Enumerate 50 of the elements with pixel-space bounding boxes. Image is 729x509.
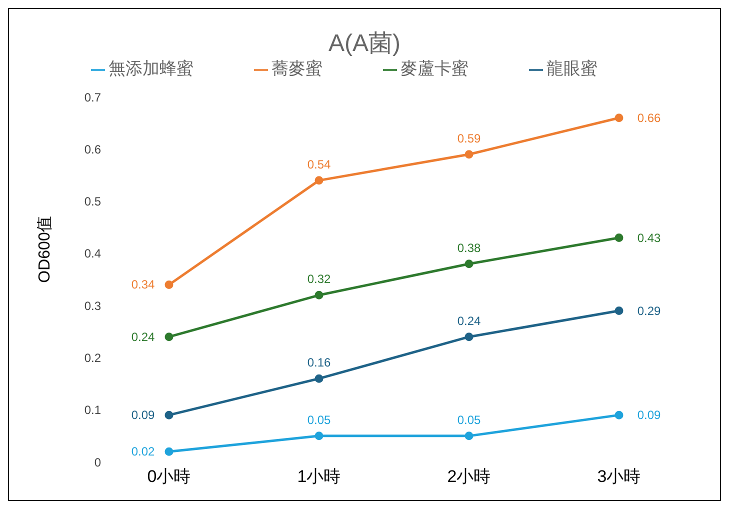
- data-label: 0.09: [637, 408, 661, 422]
- legend-label: 麥蘆卡蜜: [400, 59, 468, 78]
- point: [464, 432, 474, 440]
- y-tick-label: 0: [94, 455, 102, 470]
- data-label: 0.29: [637, 304, 661, 318]
- point: [314, 432, 324, 440]
- data-label: 0.66: [637, 110, 661, 125]
- point: [464, 332, 474, 342]
- y-tick-label: 0.4: [84, 246, 102, 261]
- legend-label: 龍眼蜜: [546, 59, 598, 78]
- point: [314, 290, 324, 300]
- data-label: 0.24: [131, 330, 155, 344]
- data-label: 0.38: [457, 240, 481, 255]
- y-axis-title: OD600值: [36, 216, 54, 283]
- data-label: 0.43: [637, 230, 661, 245]
- point: [614, 306, 624, 316]
- x-tick-label: 0小時: [147, 467, 191, 486]
- data-label: 0.59: [457, 131, 481, 146]
- x-tick-label: 2小時: [447, 467, 491, 486]
- data-label: 0.05: [457, 412, 481, 427]
- point: [464, 260, 474, 268]
- data-label: 0.24: [457, 314, 481, 328]
- y-tick-label: 0.6: [84, 142, 102, 156]
- data-label: 0.54: [307, 157, 331, 172]
- chart-title: A(A菌): [328, 29, 402, 57]
- point: [314, 374, 324, 383]
- data-label: 0.34: [131, 278, 155, 292]
- point: [464, 150, 474, 159]
- data-label: 0.09: [131, 408, 155, 422]
- legend-label: 無添加蜂蜜: [108, 59, 194, 78]
- data-label: 0.16: [307, 356, 331, 370]
- point: [164, 332, 174, 342]
- y-tick-label: 0.3: [84, 298, 102, 313]
- y-tick-label: 0.1: [84, 403, 102, 418]
- data-label: 0.05: [307, 412, 331, 427]
- point: [614, 234, 624, 242]
- y-tick-label: 0.7: [84, 90, 102, 104]
- x-tick-label: 1小時: [297, 467, 341, 486]
- point: [164, 280, 174, 289]
- data-label: 0.02: [131, 444, 155, 459]
- point: [614, 114, 624, 122]
- point: [614, 410, 624, 420]
- point: [164, 410, 174, 420]
- y-tick-label: 0.2: [84, 350, 102, 365]
- data-label: 0.32: [307, 272, 331, 286]
- x-tick-label: 3小時: [597, 467, 641, 486]
- point: [314, 176, 324, 185]
- point: [164, 447, 174, 456]
- y-tick-label: 0.5: [84, 194, 102, 209]
- legend-label: 蕎麥蜜: [272, 59, 322, 78]
